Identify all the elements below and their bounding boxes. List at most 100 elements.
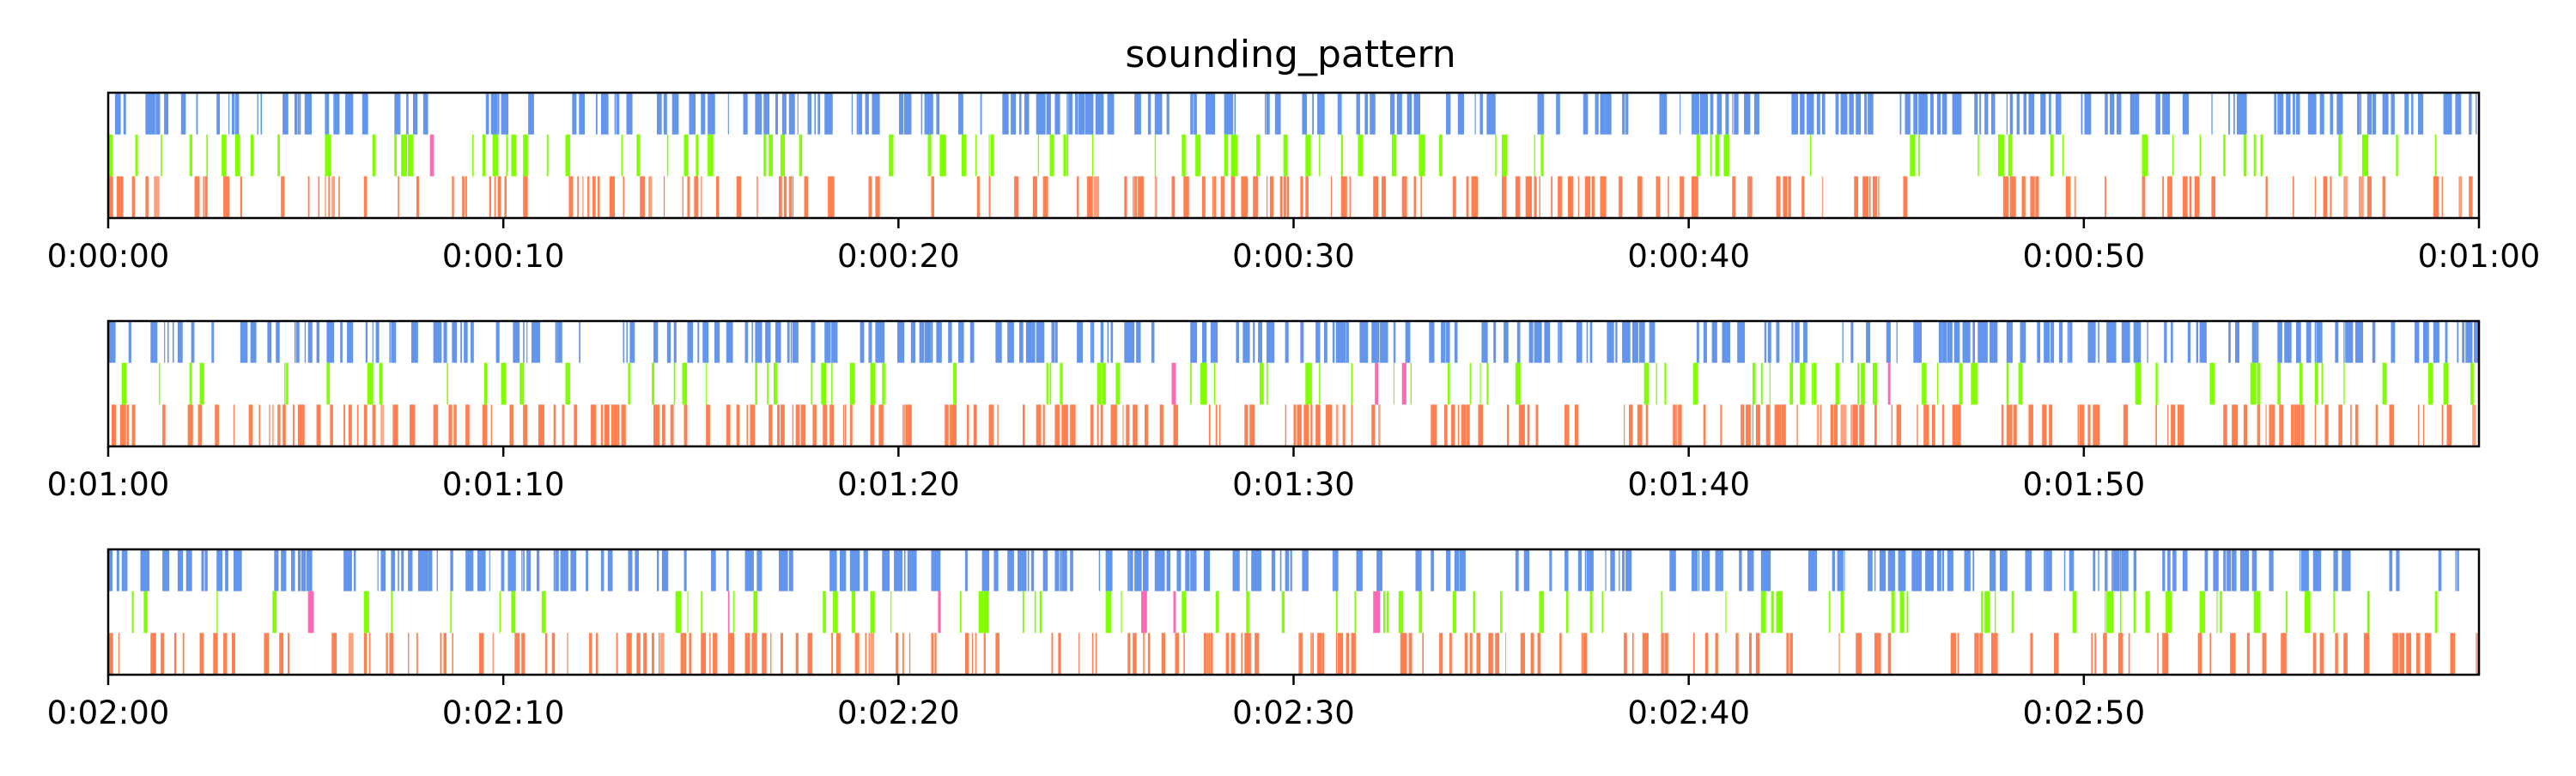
event-mark [775, 93, 779, 135]
event-mark [894, 549, 903, 591]
event-mark [797, 93, 799, 135]
event-mark [1872, 176, 1878, 218]
event-mark [623, 176, 625, 218]
event-mark [326, 362, 331, 405]
event-mark [1371, 321, 1380, 363]
event-mark [250, 321, 257, 363]
event-mark [494, 176, 496, 218]
event-mark [648, 176, 653, 218]
event-mark [1918, 134, 1920, 177]
event-mark [1134, 549, 1142, 591]
event-mark [1102, 362, 1106, 405]
event-mark [1591, 176, 1595, 218]
event-mark [950, 404, 957, 446]
event-mark [2277, 93, 2284, 135]
event-mark [1534, 176, 1537, 218]
event-mark [2316, 321, 2323, 363]
event-mark [2314, 321, 2317, 363]
event-mark [2391, 93, 2395, 135]
event-mark [1283, 134, 1288, 177]
event-mark [777, 404, 781, 446]
event-mark [1990, 549, 1996, 591]
event-mark [755, 321, 762, 363]
event-mark [751, 633, 757, 675]
event-mark [2098, 321, 2099, 363]
event-mark [1502, 134, 1508, 177]
event-mark [501, 93, 509, 135]
event-mark [108, 633, 113, 675]
event-mark [663, 93, 667, 135]
event-mark [2446, 404, 2451, 446]
event-mark [1325, 404, 1333, 446]
event-mark [1930, 93, 1934, 135]
event-mark [297, 93, 300, 135]
event-mark [1474, 93, 1476, 135]
event-mark [1256, 134, 1261, 177]
event-mark [1142, 549, 1149, 591]
event-mark [988, 404, 994, 446]
event-mark [379, 362, 383, 405]
event-mark [189, 134, 193, 177]
event-mark [860, 321, 865, 363]
event-mark [1215, 591, 1219, 634]
event-mark [683, 134, 689, 177]
event-mark [792, 321, 799, 363]
event-mark [372, 404, 376, 446]
event-mark [2106, 321, 2117, 363]
event-mark [889, 134, 894, 177]
event-mark [1877, 176, 1880, 218]
event-mark [1061, 549, 1067, 591]
event-mark [824, 93, 833, 135]
event-mark [1957, 633, 1959, 675]
event-mark [1850, 404, 1852, 446]
event-mark [2382, 93, 2389, 135]
event-mark [736, 176, 742, 218]
event-mark [1741, 404, 1745, 446]
event-mark [114, 93, 121, 135]
event-mark [1769, 362, 1771, 405]
event-mark [2476, 633, 2479, 675]
event-mark [1581, 633, 1583, 675]
event-mark [410, 404, 416, 446]
event-mark [1342, 404, 1346, 446]
event-mark [326, 321, 335, 363]
event-mark [560, 549, 564, 591]
event-mark [755, 362, 757, 405]
event-mark [1461, 404, 1467, 446]
event-mark [1105, 591, 1112, 634]
event-mark [228, 93, 230, 135]
event-mark [1097, 362, 1102, 405]
event-mark [1701, 549, 1710, 591]
event-mark [2002, 176, 2008, 218]
event-mark [981, 549, 990, 591]
event-mark [391, 549, 396, 591]
event-mark [656, 549, 659, 591]
event-mark [1264, 93, 1267, 135]
event-mark [1126, 404, 1130, 446]
event-mark [1054, 404, 1060, 446]
event-mark [2262, 633, 2267, 675]
event-mark [1084, 93, 1094, 135]
event-mark [1760, 549, 1771, 591]
event-mark [2121, 321, 2130, 363]
event-mark [2306, 321, 2312, 363]
panel-2-events [108, 321, 2479, 446]
event-mark [1269, 176, 1274, 218]
event-mark [1242, 321, 1250, 363]
event-mark [1504, 321, 1509, 363]
event-mark [1439, 633, 1443, 675]
event-mark [1991, 633, 1998, 675]
event-mark [2469, 93, 2472, 135]
event-mark [2422, 404, 2425, 446]
event-mark [1389, 93, 1395, 135]
event-mark [2055, 93, 2062, 135]
event-mark [1322, 633, 1325, 675]
event-mark [1034, 591, 1036, 634]
event-mark [763, 134, 767, 177]
event-mark [497, 93, 500, 135]
event-mark [1391, 134, 1397, 177]
event-mark [882, 362, 885, 405]
event-mark [567, 633, 568, 675]
event-mark [546, 134, 549, 177]
event-mark [1610, 549, 1615, 591]
